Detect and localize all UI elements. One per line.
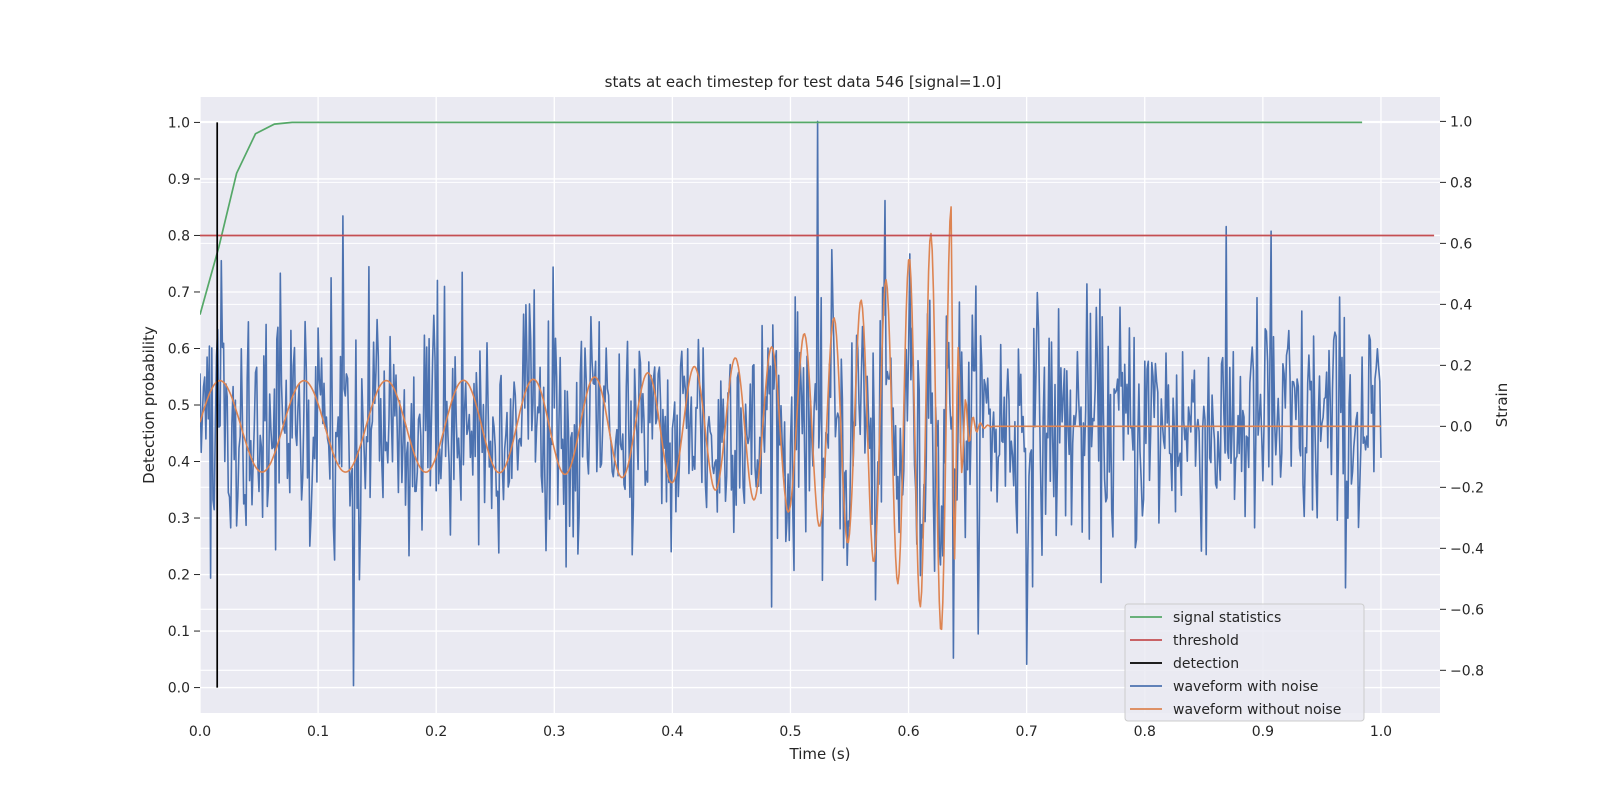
right-tick-label: −0.2 <box>1450 480 1484 496</box>
legend-label: threshold <box>1173 633 1239 649</box>
right-tick-label: 0.2 <box>1450 358 1472 374</box>
x-tick-label: 1.0 <box>1370 724 1392 740</box>
right-tick-label: −0.6 <box>1450 602 1484 618</box>
left-y-axis-label: Detection probability <box>140 326 158 484</box>
right-tick-label: −0.4 <box>1450 541 1484 557</box>
x-axis-label: Time (s) <box>789 745 851 763</box>
left-tick-label: 0.4 <box>168 455 190 471</box>
x-tick-label: 0.7 <box>1016 724 1038 740</box>
x-axis: 0.0 0.1 0.2 0.3 0.4 0.5 0.6 0.7 0.8 0.9 1.0 <box>189 724 1392 740</box>
series-layer <box>200 120 1435 688</box>
left-tick-label: 0.9 <box>168 172 190 188</box>
chart-title: stats at each timestep for test data 546… <box>605 73 1002 91</box>
right-y-axis-label: Strain <box>1493 383 1511 427</box>
x-tick-label: 0.6 <box>897 724 919 740</box>
legend-label: waveform with noise <box>1173 679 1318 695</box>
legend-label: signal statistics <box>1173 610 1281 626</box>
left-tick-label: 0.7 <box>168 285 190 301</box>
left-tick-label: 0.6 <box>168 341 190 357</box>
legend-label: waveform without noise <box>1173 702 1341 718</box>
left-tick-label: 0.3 <box>168 511 190 527</box>
right-tick-label: 0.0 <box>1450 419 1472 435</box>
legend-box <box>1124 603 1365 722</box>
x-tick-label: 0.0 <box>189 724 211 740</box>
left-y-axis: 0.0 0.1 0.2 0.3 0.4 0.5 0.6 0.7 0.8 0.9 1.0 <box>168 115 200 697</box>
left-tick-label: 1.0 <box>168 115 190 131</box>
x-tick-label: 0.1 <box>307 724 329 740</box>
right-y-axis: −0.8 −0.6 −0.4 −0.2 0.0 0.2 0.4 0.6 0.8 1.0 <box>1440 114 1484 679</box>
right-tick-label: 1.0 <box>1450 114 1472 130</box>
right-tick-label: 0.8 <box>1450 175 1472 191</box>
x-tick-label: 0.4 <box>661 724 683 740</box>
right-tick-label: 0.4 <box>1450 297 1472 313</box>
x-tick-label: 0.3 <box>543 724 565 740</box>
x-tick-label: 0.5 <box>779 724 801 740</box>
right-tick-label: 0.6 <box>1450 236 1472 252</box>
legend: signal statistics threshold detection wavef… <box>1124 603 1365 722</box>
x-tick-label: 0.9 <box>1252 724 1274 740</box>
left-tick-label: 0.2 <box>168 568 190 584</box>
series-waveform-without-noise <box>200 206 1381 631</box>
x-tick-label: 0.8 <box>1134 724 1156 740</box>
series-waveform-with-noise <box>200 120 1382 687</box>
left-tick-label: 0.0 <box>168 681 190 697</box>
legend-label: detection <box>1173 656 1239 672</box>
left-tick-label: 0.1 <box>168 624 190 640</box>
left-tick-label: 0.5 <box>168 398 190 414</box>
right-tick-label: −0.8 <box>1450 663 1484 679</box>
left-tick-label: 0.8 <box>168 228 190 244</box>
series-signal-statistics <box>200 121 1363 315</box>
x-tick-label: 0.2 <box>425 724 447 740</box>
